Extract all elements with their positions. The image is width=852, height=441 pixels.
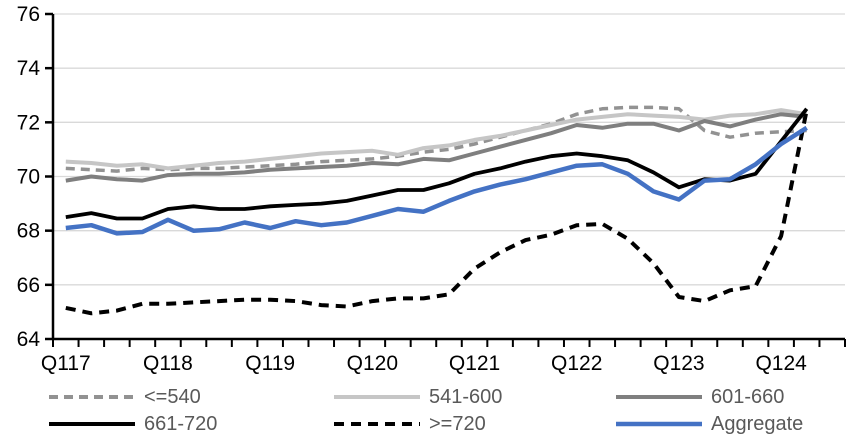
legend-row-1: <=540 541-600 601-660 bbox=[0, 383, 852, 410]
legend-swatch-le540 bbox=[49, 394, 135, 399]
x-axis-tick-label: Q124 bbox=[755, 352, 807, 375]
series-line-Aggregate bbox=[65, 125, 808, 236]
legend-item-541-600: 541-600 bbox=[333, 383, 502, 410]
x-axis-tick-label: Q120 bbox=[347, 352, 398, 375]
x-axis-tick-label: Q119 bbox=[245, 352, 295, 375]
legend-item-661-720: 661-720 bbox=[48, 410, 217, 437]
series-line-720 bbox=[65, 109, 809, 316]
legend-swatch-661-720 bbox=[49, 421, 135, 426]
legend-label-541-600: 541-600 bbox=[429, 385, 503, 408]
plot-area: 64 66 68 70 72 74 76 Q117 Q118 Q119 Q120 Q121 Q122 Q1… bbox=[17, 3, 846, 375]
legend-row-2: 661-720 >=720 Aggregate bbox=[0, 410, 852, 437]
x-axis-tick-label: Q121 bbox=[449, 352, 500, 375]
legend-swatch-aggregate bbox=[616, 421, 702, 426]
series-line-541600 bbox=[65, 108, 808, 171]
y-axis-tick-label: 68 bbox=[17, 220, 40, 243]
y-axis-tick-label: 74 bbox=[17, 57, 41, 80]
y-axis-tick-label: 70 bbox=[17, 166, 40, 189]
y-axis-tick-label: 76 bbox=[17, 3, 40, 26]
x-axis-tick-label: Q122 bbox=[551, 352, 602, 375]
x-axis-tick-label: Q117 bbox=[41, 352, 91, 375]
chart-legend: <=540 541-600 601-660 661-720 >=720 bbox=[0, 383, 852, 437]
x-axis-tick-label: Q118 bbox=[143, 352, 193, 375]
legend-label-le540: <=540 bbox=[144, 385, 201, 408]
y-axis-tick-label: 64 bbox=[17, 328, 41, 351]
series-line-661720 bbox=[65, 107, 809, 221]
y-axis-tick-label: 72 bbox=[17, 111, 40, 134]
legend-item-ge720: >=720 bbox=[333, 410, 486, 437]
x-axis-tick-label: Q123 bbox=[653, 352, 704, 375]
legend-item-le540: <=540 bbox=[48, 383, 201, 410]
legend-label-661-720: 661-720 bbox=[144, 412, 218, 435]
series-line-540 bbox=[65, 105, 807, 173]
legend-item-601-660: 601-660 bbox=[615, 383, 784, 410]
series-line-601660 bbox=[65, 112, 807, 183]
legend-label-aggregate: Aggregate bbox=[711, 412, 804, 435]
legend-label-601-660: 601-660 bbox=[711, 385, 785, 408]
y-axis-tick-label: 66 bbox=[17, 274, 40, 297]
legend-swatch-601-660 bbox=[616, 394, 702, 399]
legend-swatch-ge720 bbox=[334, 421, 420, 426]
legend-label-ge720: >=720 bbox=[429, 412, 486, 435]
legend-swatch-541-600 bbox=[334, 394, 420, 399]
legend-item-aggregate: Aggregate bbox=[615, 410, 803, 437]
